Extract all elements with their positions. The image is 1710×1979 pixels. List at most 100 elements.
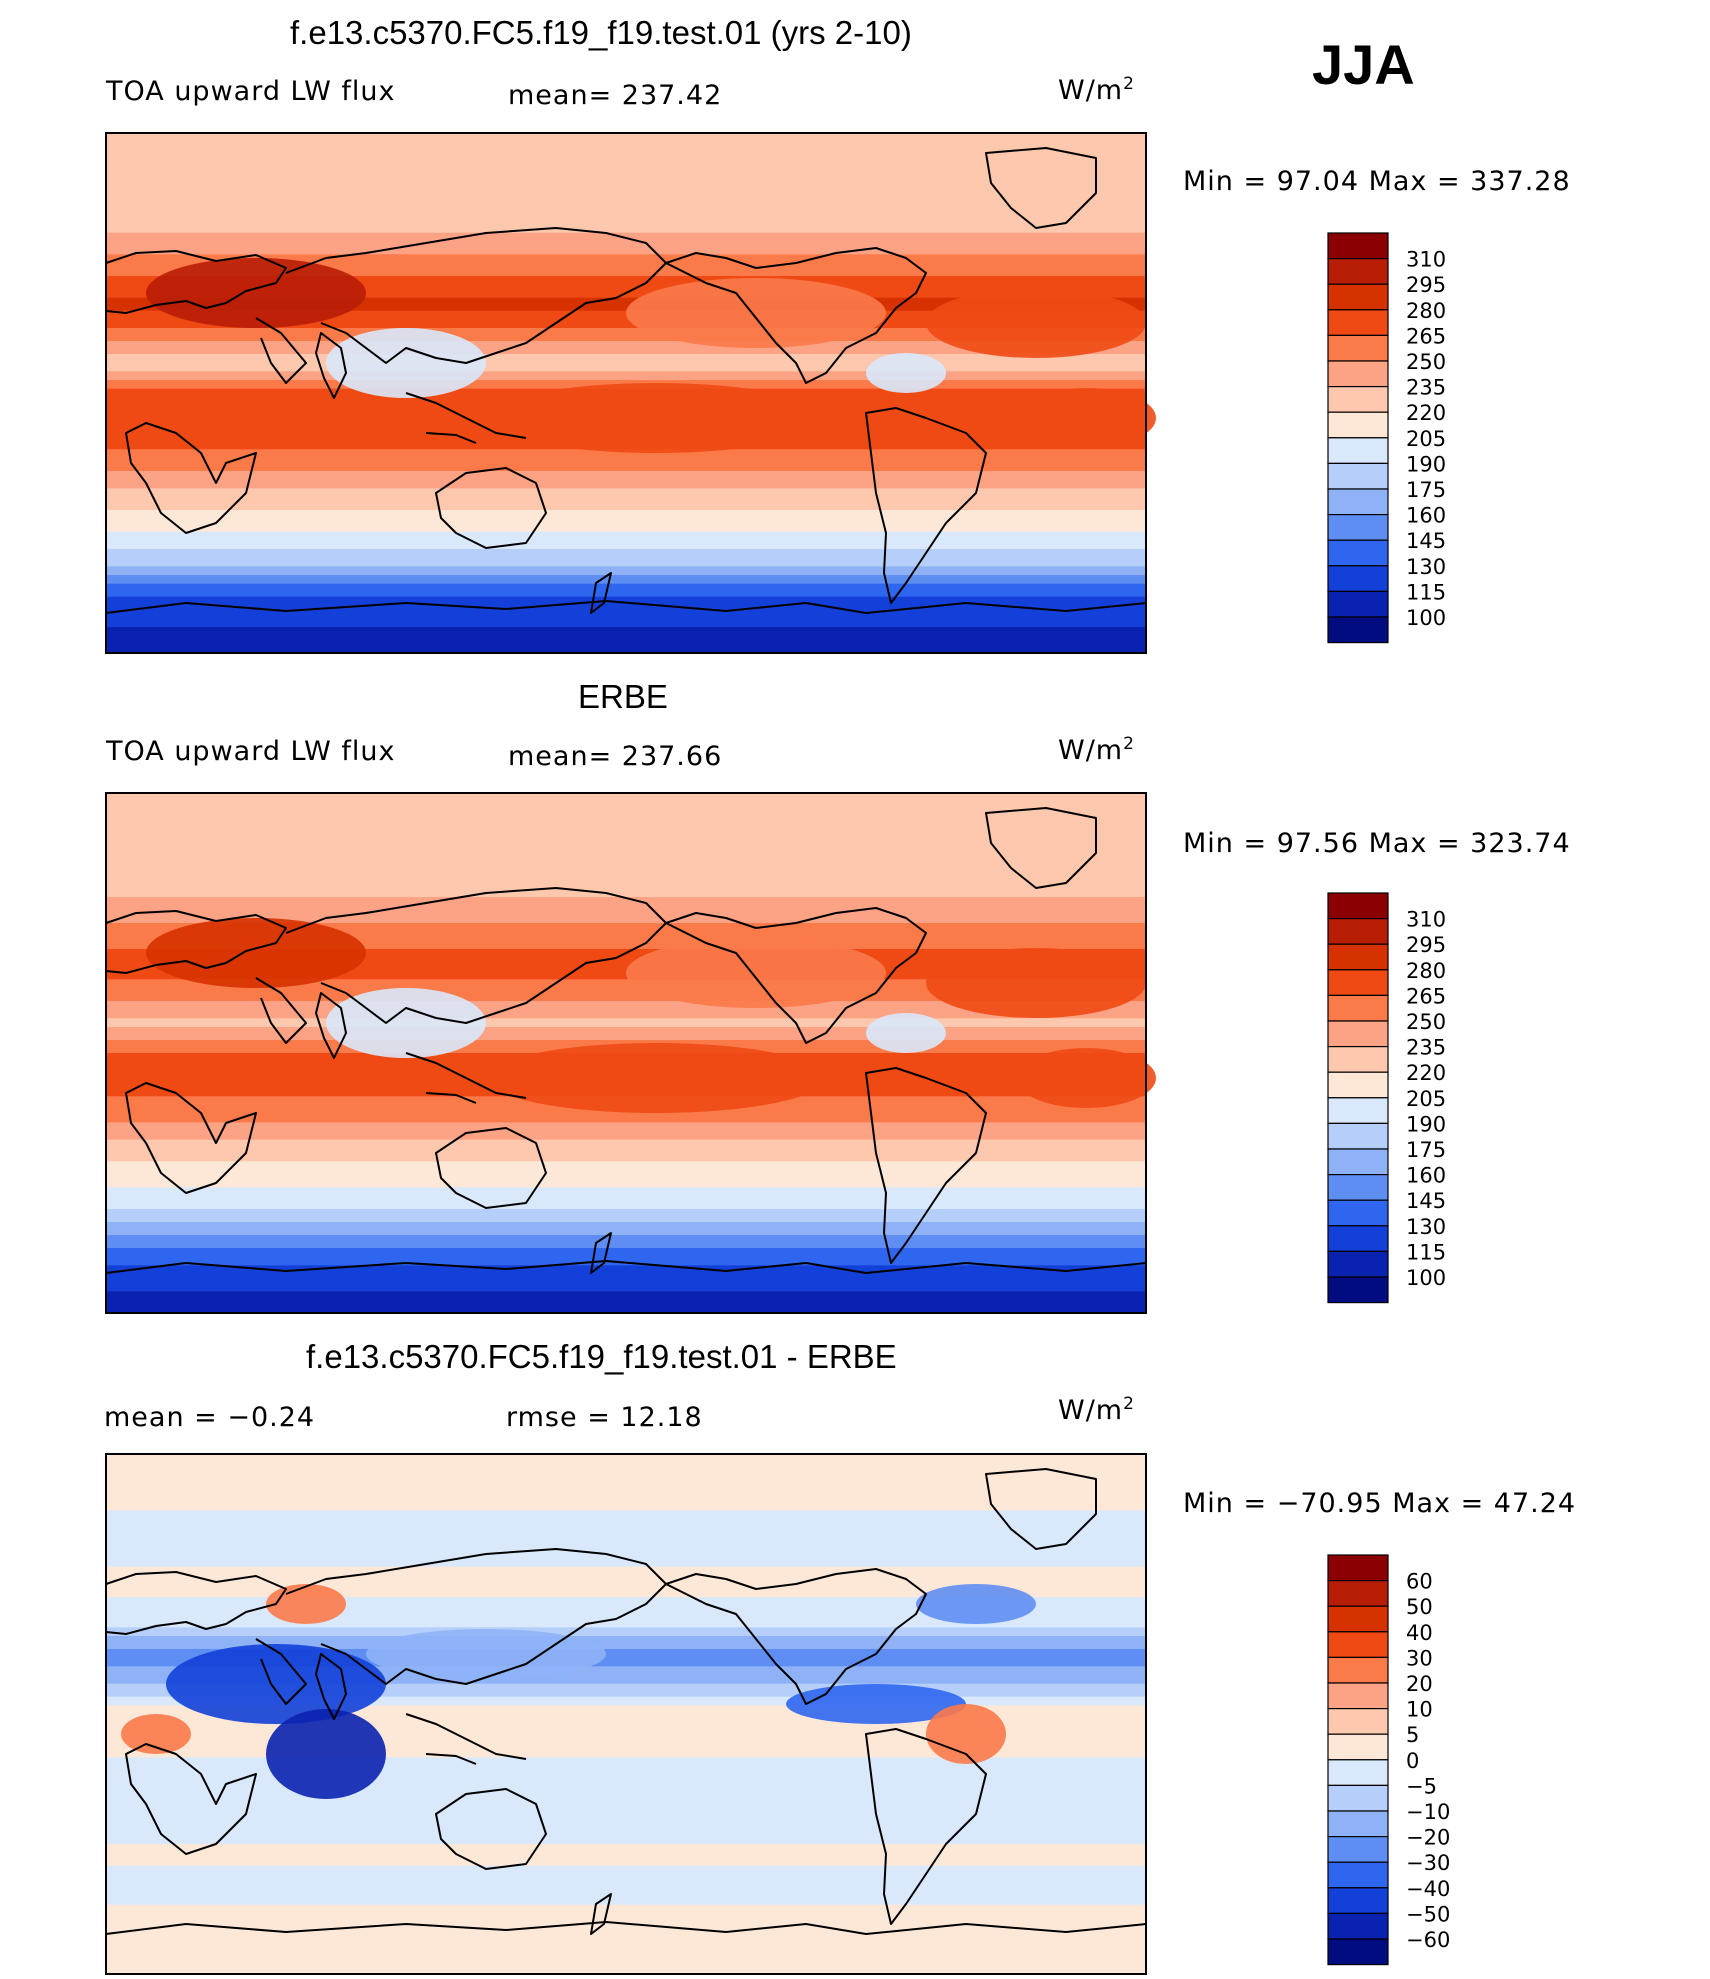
- field-band: [106, 553, 1146, 559]
- field-band: [106, 1480, 1146, 1485]
- colorbar-label: 190: [1406, 452, 1446, 476]
- field-band: [106, 284, 1146, 290]
- field-band: [106, 1536, 1146, 1542]
- field-feature: [866, 353, 946, 393]
- coastline: [315, 332, 347, 399]
- coastline: [405, 1052, 527, 1099]
- field-band: [106, 219, 1146, 225]
- field-band: [106, 1501, 1146, 1507]
- panel3-field: [106, 1454, 1146, 1975]
- field-band: [106, 297, 1146, 303]
- coastline: [985, 807, 1097, 889]
- colorbar-label: 280: [1406, 959, 1446, 983]
- coastline: [985, 1468, 1097, 1550]
- field-band: [106, 1722, 1146, 1728]
- field-band: [106, 1644, 1146, 1650]
- field-feature: [146, 918, 366, 988]
- colorbar-swatch: [1327, 1554, 1389, 1582]
- panel2-map: [105, 792, 1156, 1314]
- field-band: [106, 1917, 1146, 1923]
- field-band: [106, 501, 1146, 507]
- field-band: [106, 176, 1146, 182]
- colorbar-swatch: [1327, 437, 1389, 465]
- colorbar-label: 10: [1406, 1698, 1433, 1722]
- field-band: [106, 150, 1146, 156]
- field-feature: [266, 1709, 386, 1799]
- field-band: [106, 1209, 1146, 1214]
- field-band: [106, 1796, 1146, 1802]
- field-band: [106, 1488, 1146, 1494]
- colorbar-swatch: [1327, 1861, 1389, 1889]
- coastline: [425, 1753, 477, 1765]
- colorbar-swatch: [1327, 283, 1389, 311]
- colorbar-swatch: [1327, 1887, 1389, 1914]
- field-band: [106, 918, 1146, 924]
- field-band: [106, 241, 1146, 247]
- field-band: [106, 1014, 1146, 1019]
- colorbar-label: 0: [1406, 1749, 1419, 1773]
- field-band: [106, 1839, 1146, 1845]
- colorbar-swatch: [1327, 1148, 1389, 1176]
- colorbar-label: 50: [1406, 1595, 1433, 1619]
- field-band: [106, 211, 1146, 216]
- field-band: [106, 953, 1146, 959]
- field-band: [106, 949, 1146, 954]
- coastline: [255, 1638, 307, 1705]
- panel3-map: [105, 1453, 1147, 1975]
- colorbar-label: −20: [1406, 1826, 1450, 1850]
- field-band: [106, 1774, 1146, 1780]
- field-band: [106, 1952, 1146, 1958]
- colorbar-label: 295: [1406, 933, 1446, 957]
- field-band: [106, 163, 1146, 169]
- field-band: [106, 1170, 1146, 1175]
- field-band: [106, 1035, 1146, 1041]
- field-band: [106, 276, 1146, 281]
- coastline: [105, 1571, 287, 1635]
- field-band: [106, 267, 1146, 273]
- colorbar-label: 220: [1406, 401, 1446, 425]
- field-band: [106, 1161, 1146, 1167]
- field-band: [106, 566, 1146, 572]
- field-band: [106, 1239, 1146, 1245]
- field-band: [106, 1605, 1146, 1611]
- field-band: [106, 1692, 1146, 1698]
- colorbar-swatch: [1327, 411, 1389, 439]
- field-band: [106, 497, 1146, 502]
- field-band: [106, 1740, 1146, 1745]
- field-band: [106, 1278, 1146, 1284]
- field-band: [106, 1939, 1146, 1945]
- colorbar-swatch: [1327, 1733, 1389, 1761]
- field-feature: [786, 1684, 966, 1724]
- field-band: [106, 1566, 1146, 1572]
- field-band: [106, 888, 1146, 894]
- field-band: [106, 1913, 1146, 1919]
- field-band: [106, 1532, 1146, 1537]
- colorbar-swatch: [1327, 1938, 1389, 1966]
- field-feature: [926, 1704, 1006, 1764]
- field-band: [106, 936, 1146, 941]
- field-band: [106, 1152, 1146, 1158]
- field-feature: [166, 1644, 386, 1724]
- field-band: [106, 527, 1146, 533]
- field-band: [106, 1304, 1146, 1310]
- field-band: [106, 1770, 1146, 1776]
- field-band: [106, 627, 1146, 632]
- field-band: [106, 1748, 1146, 1754]
- panel1-units: W/m2: [1058, 74, 1135, 106]
- field-band: [106, 250, 1146, 255]
- field-band: [106, 1165, 1146, 1171]
- field-band: [106, 1484, 1146, 1490]
- field-band: [106, 1701, 1146, 1706]
- colorbar-swatch: [1327, 309, 1389, 337]
- panel3-minmax: Min = −70.95 Max = 47.24: [1183, 1488, 1577, 1519]
- field-band: [106, 544, 1146, 550]
- field-band: [106, 1787, 1146, 1793]
- field-band: [106, 1462, 1146, 1468]
- field-band: [106, 1883, 1146, 1888]
- colorbar-label: 265: [1406, 324, 1446, 348]
- panel2-mean-label: mean= 237.66: [508, 741, 723, 772]
- field-band: [106, 1718, 1146, 1724]
- field-band: [106, 1584, 1146, 1589]
- coastline: [285, 1548, 667, 1685]
- panel3-mean-label: mean = −0.24: [104, 1402, 316, 1433]
